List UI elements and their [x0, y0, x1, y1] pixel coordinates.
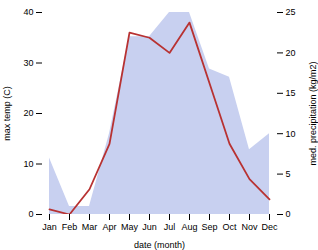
svg-text:25: 25 [286, 7, 296, 17]
svg-text:0: 0 [28, 209, 33, 219]
svg-text:May: May [121, 222, 139, 232]
svg-text:Nov: Nov [241, 222, 258, 232]
svg-text:20: 20 [23, 108, 33, 118]
svg-text:Aug: Aug [181, 222, 197, 232]
svg-text:Feb: Feb [62, 222, 78, 232]
svg-text:Oct: Oct [222, 222, 237, 232]
svg-text:Jul: Jul [164, 222, 176, 232]
svg-text:5: 5 [286, 169, 291, 179]
svg-text:max temp (C): max temp (C) [2, 86, 12, 141]
svg-text:20: 20 [286, 48, 296, 58]
svg-text:Jun: Jun [142, 222, 157, 232]
svg-text:Jan: Jan [42, 222, 57, 232]
svg-text:15: 15 [286, 88, 296, 98]
svg-text:Sep: Sep [201, 222, 217, 232]
svg-text:Dec: Dec [261, 222, 278, 232]
svg-text:40: 40 [23, 7, 33, 17]
svg-text:10: 10 [286, 129, 296, 139]
svg-text:Mar: Mar [82, 222, 98, 232]
svg-text:med. precipitation (kg/m2): med. precipitation (kg/m2) [308, 61, 318, 165]
svg-text:Apr: Apr [102, 222, 116, 232]
svg-text:0: 0 [286, 209, 291, 219]
svg-text:date (month): date (month) [134, 240, 185, 250]
svg-text:30: 30 [23, 58, 33, 68]
svg-text:10: 10 [23, 159, 33, 169]
